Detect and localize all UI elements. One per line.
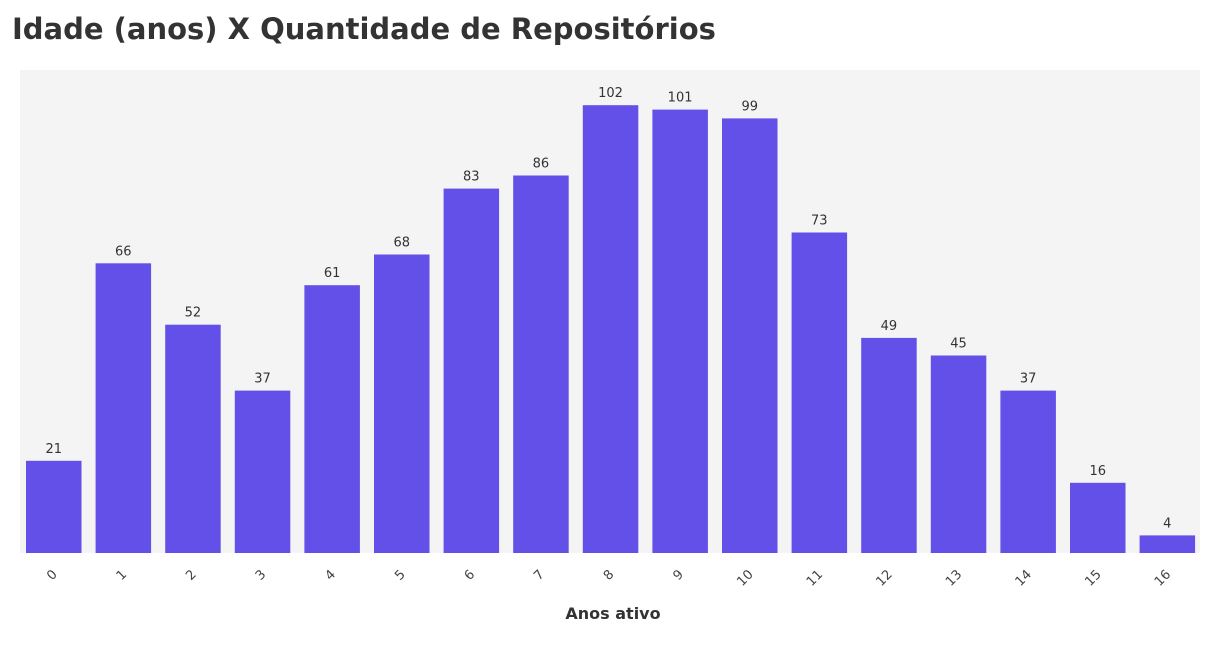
- x-tick-label-3: 3: [253, 567, 269, 583]
- bar-15: [1070, 482, 1126, 553]
- data-label-12: 49: [881, 319, 898, 334]
- data-label-9: 101: [668, 91, 693, 106]
- bar-6: [443, 188, 500, 553]
- bar-1: [95, 263, 152, 553]
- x-tick-label-4: 4: [322, 567, 338, 583]
- bar-11: [791, 232, 848, 553]
- bar-4: [304, 285, 360, 553]
- x-tick-label-0: 0: [44, 567, 60, 583]
- data-label-7: 86: [533, 157, 550, 172]
- data-label-11: 73: [811, 214, 828, 229]
- x-tick-label-9: 9: [670, 567, 686, 583]
- x-tick-label-16: 16: [1152, 567, 1174, 589]
- data-label-13: 45: [950, 337, 967, 352]
- x-tick-label-6: 6: [462, 567, 478, 583]
- x-tick-labels-group: 0 1 2 3 4 5 6 7 8 9 10 11 12 13 14 15 16: [44, 567, 1174, 589]
- data-label-2: 52: [185, 306, 202, 321]
- x-axis-title: Anos ativo: [565, 604, 661, 623]
- bar-13: [930, 355, 987, 553]
- x-tick-label-11: 11: [804, 567, 826, 589]
- data-label-5: 68: [394, 236, 411, 251]
- x-tick-label-7: 7: [531, 567, 547, 583]
- x-tick-label-14: 14: [1013, 567, 1035, 589]
- bar-12: [861, 337, 917, 553]
- x-tick-label-5: 5: [392, 567, 408, 583]
- x-tick-label-2: 2: [183, 567, 199, 583]
- bar-9: [652, 109, 708, 553]
- bar-5: [374, 254, 430, 553]
- bars-group: [26, 105, 1196, 554]
- data-label-16: 4: [1163, 516, 1171, 531]
- chart-title: Idade (anos) X Quantidade de Repositório…: [12, 12, 716, 46]
- bar-8: [582, 105, 639, 553]
- bar-2: [165, 324, 221, 553]
- bar-10: [722, 118, 778, 554]
- bar-16: [1139, 535, 1196, 553]
- x-tick-label-1: 1: [114, 567, 130, 583]
- data-label-14: 37: [1020, 372, 1037, 387]
- data-label-15: 16: [1090, 464, 1107, 479]
- x-tick-label-12: 12: [873, 567, 895, 589]
- data-label-10: 99: [742, 99, 759, 114]
- bar-0: [26, 460, 82, 553]
- x-tick-label-15: 15: [1082, 567, 1104, 589]
- data-label-4: 61: [324, 266, 341, 281]
- bar-7: [513, 175, 569, 553]
- data-label-1: 66: [115, 244, 132, 259]
- x-tick-label-13: 13: [943, 567, 965, 589]
- data-labels-group: 21 66 52 37 61 68 83 86 102 101 99 73 49 45 37 16 4: [46, 86, 1172, 531]
- data-label-3: 37: [254, 372, 271, 387]
- data-label-6: 83: [463, 170, 480, 185]
- x-tick-label-10: 10: [734, 567, 756, 589]
- data-label-8: 102: [598, 86, 623, 101]
- bar-3: [234, 390, 291, 553]
- x-tick-label-8: 8: [601, 567, 617, 583]
- bar-14: [1000, 390, 1056, 553]
- data-label-0: 21: [46, 442, 63, 457]
